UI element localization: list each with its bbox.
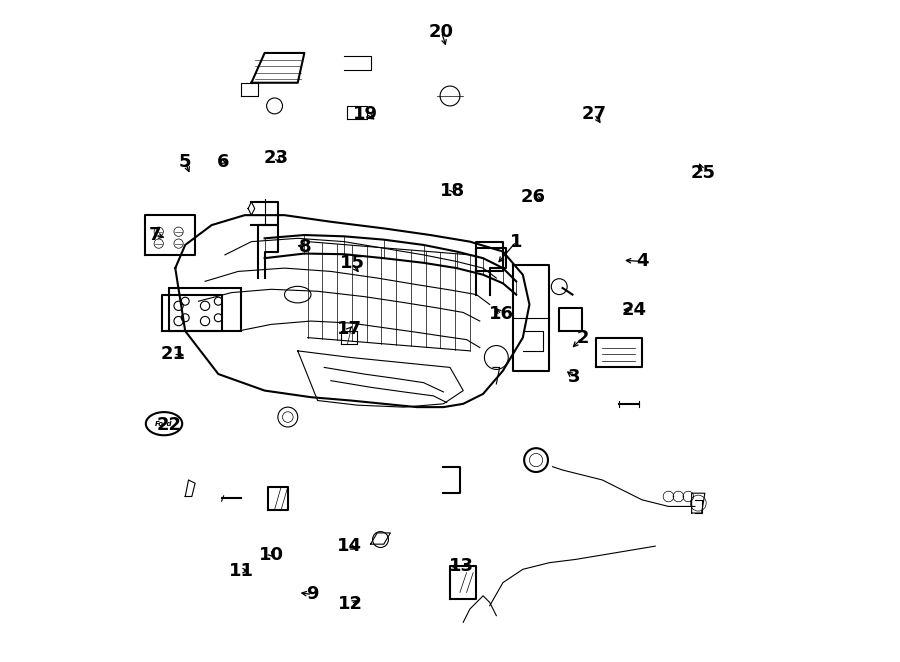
Text: 22: 22 (157, 416, 181, 434)
Text: 6: 6 (217, 153, 230, 171)
Text: 4: 4 (635, 252, 648, 271)
Text: 12: 12 (338, 594, 364, 613)
Text: 8: 8 (300, 238, 312, 256)
Text: Ford: Ford (156, 421, 173, 428)
Text: 16: 16 (489, 305, 514, 324)
Text: 23: 23 (264, 148, 289, 167)
Text: 7: 7 (149, 226, 162, 244)
Text: 17: 17 (337, 320, 362, 338)
Text: 5: 5 (179, 153, 192, 171)
Text: 10: 10 (259, 545, 284, 564)
Text: 21: 21 (161, 345, 185, 363)
Text: 15: 15 (339, 254, 365, 273)
Text: 13: 13 (449, 557, 474, 575)
Text: 1: 1 (510, 232, 522, 251)
Text: 24: 24 (622, 301, 646, 319)
Text: 25: 25 (690, 164, 716, 183)
Text: 3: 3 (568, 368, 580, 387)
Text: 19: 19 (354, 105, 378, 123)
Text: 20: 20 (429, 23, 454, 41)
Text: 26: 26 (520, 188, 545, 207)
Text: 18: 18 (440, 181, 465, 200)
Text: 14: 14 (337, 537, 362, 555)
Text: 11: 11 (229, 561, 254, 580)
Text: 2: 2 (576, 328, 589, 347)
Text: 9: 9 (306, 585, 319, 604)
Text: 27: 27 (581, 105, 607, 123)
